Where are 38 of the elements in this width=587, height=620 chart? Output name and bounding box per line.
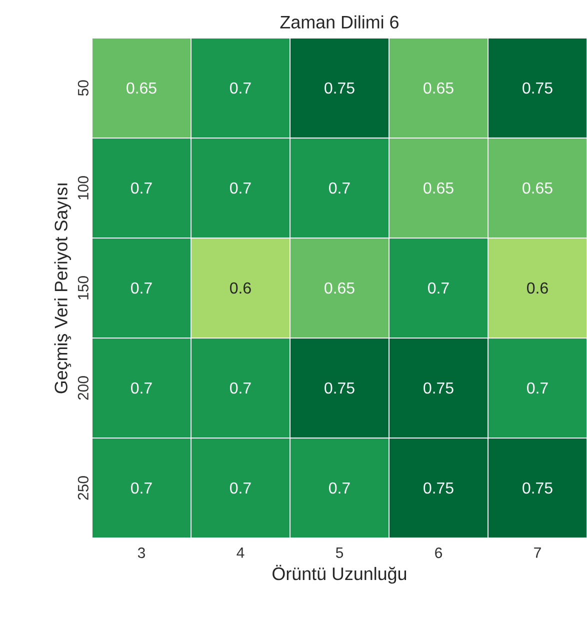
data-label: 0.6 [230, 282, 251, 294]
data-label: 0.7 [329, 482, 350, 494]
data-label: 0.65 [126, 82, 156, 94]
data-label: 0.7 [131, 182, 152, 194]
data-label: 0.75 [424, 382, 454, 394]
y-tick-label: 50 [78, 80, 88, 96]
data-label: 0.75 [324, 82, 354, 94]
data-label: 0.65 [424, 182, 454, 194]
x-tick-label: 3 [138, 548, 145, 558]
data-label: 0.6 [527, 282, 548, 294]
x-tick-label: 7 [534, 548, 541, 558]
y-tick-label: 150 [78, 276, 88, 300]
data-label: 0.7 [131, 282, 152, 294]
chart-title: Zaman Dilimi 6 [280, 15, 398, 28]
data-label: 0.7 [527, 382, 548, 394]
data-label: 0.75 [324, 382, 354, 394]
data-label: 0.7 [230, 382, 251, 394]
x-tick-label: 6 [435, 548, 442, 558]
data-label: 0.7 [131, 382, 152, 394]
data-label: 0.7 [230, 482, 251, 494]
data-label: 0.65 [324, 282, 354, 294]
data-label: 0.7 [230, 182, 251, 194]
y-tick-label: 250 [78, 476, 88, 500]
data-label: 0.75 [424, 482, 454, 494]
data-label: 0.7 [131, 482, 152, 494]
data-label: 0.75 [522, 482, 552, 494]
x-tick-label: 5 [336, 548, 343, 558]
data-label: 0.7 [329, 182, 350, 194]
data-label: 0.65 [522, 182, 552, 194]
y-tick-label: 100 [78, 176, 88, 200]
data-label: 0.75 [522, 82, 552, 94]
x-axis-title: Örüntü Uzunluğu [272, 564, 406, 584]
x-tick-label: 4 [236, 548, 244, 558]
data-label: 0.7 [428, 282, 449, 294]
data-label: 0.65 [424, 82, 454, 94]
y-axis-title: Geçmiş Veri Periyot Sayısı [54, 184, 72, 394]
data-label: 0.7 [230, 82, 251, 94]
y-tick-label: 200 [78, 376, 88, 400]
